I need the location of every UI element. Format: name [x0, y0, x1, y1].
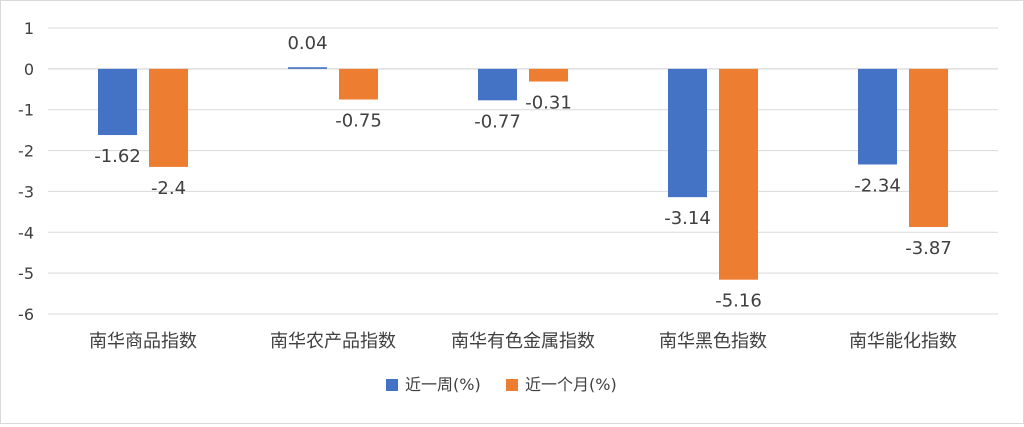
y-tick-label: 0 [24, 60, 34, 79]
y-tick-label: -3 [18, 182, 34, 201]
data-label: -5.16 [715, 291, 762, 312]
data-label: -0.77 [474, 111, 521, 132]
data-label: -0.31 [525, 93, 572, 114]
legend-label: 近一个月(%) [525, 375, 617, 394]
data-label: -2.4 [151, 178, 186, 199]
legend-swatch [386, 379, 398, 391]
category-label: 南华农产品指数 [270, 331, 396, 352]
bar [98, 68, 137, 136]
data-labels: -1.62 0.04 -0.77 -3.14 -2.34 -2.4 -0.75 -0.31 -5… [94, 33, 952, 311]
bar [858, 68, 897, 165]
y-tick-label: -2 [18, 142, 34, 161]
data-label: -1.62 [94, 146, 141, 167]
y-tick-label: -1 [18, 101, 34, 120]
y-tick-label: -6 [18, 305, 34, 324]
category-label: 南华商品指数 [89, 331, 197, 352]
y-axis: 1 0 -1 -2 -3 -4 -5 -6 [18, 19, 34, 324]
bar [478, 68, 517, 101]
category-label: 南华有色金属指数 [451, 331, 595, 352]
bars [98, 67, 948, 280]
y-tick-label: -4 [18, 223, 34, 242]
legend-label: 近一周(%) [405, 375, 481, 394]
bar [719, 68, 758, 280]
data-label: -3.14 [664, 208, 711, 229]
bar [288, 67, 327, 69]
bar [668, 68, 707, 198]
y-tick-label: 1 [24, 19, 34, 38]
gridlines [48, 27, 998, 315]
category-label: 南华能化指数 [849, 331, 957, 352]
data-label: -0.75 [335, 111, 382, 132]
category-label: 南华黑色指数 [659, 331, 767, 352]
data-label: 0.04 [287, 33, 327, 54]
bar [149, 68, 188, 167]
legend-swatch [506, 379, 518, 391]
bar [529, 68, 568, 82]
data-label: -2.34 [854, 175, 901, 196]
x-axis: 南华商品指数 南华农产品指数 南华有色金属指数 南华黑色指数 南华能化指数 [89, 331, 957, 352]
bar [339, 68, 378, 100]
data-label: -3.87 [905, 238, 952, 259]
y-tick-label: -5 [18, 264, 34, 283]
legend: 近一周(%) 近一个月(%) [386, 375, 617, 394]
bar [909, 68, 948, 227]
